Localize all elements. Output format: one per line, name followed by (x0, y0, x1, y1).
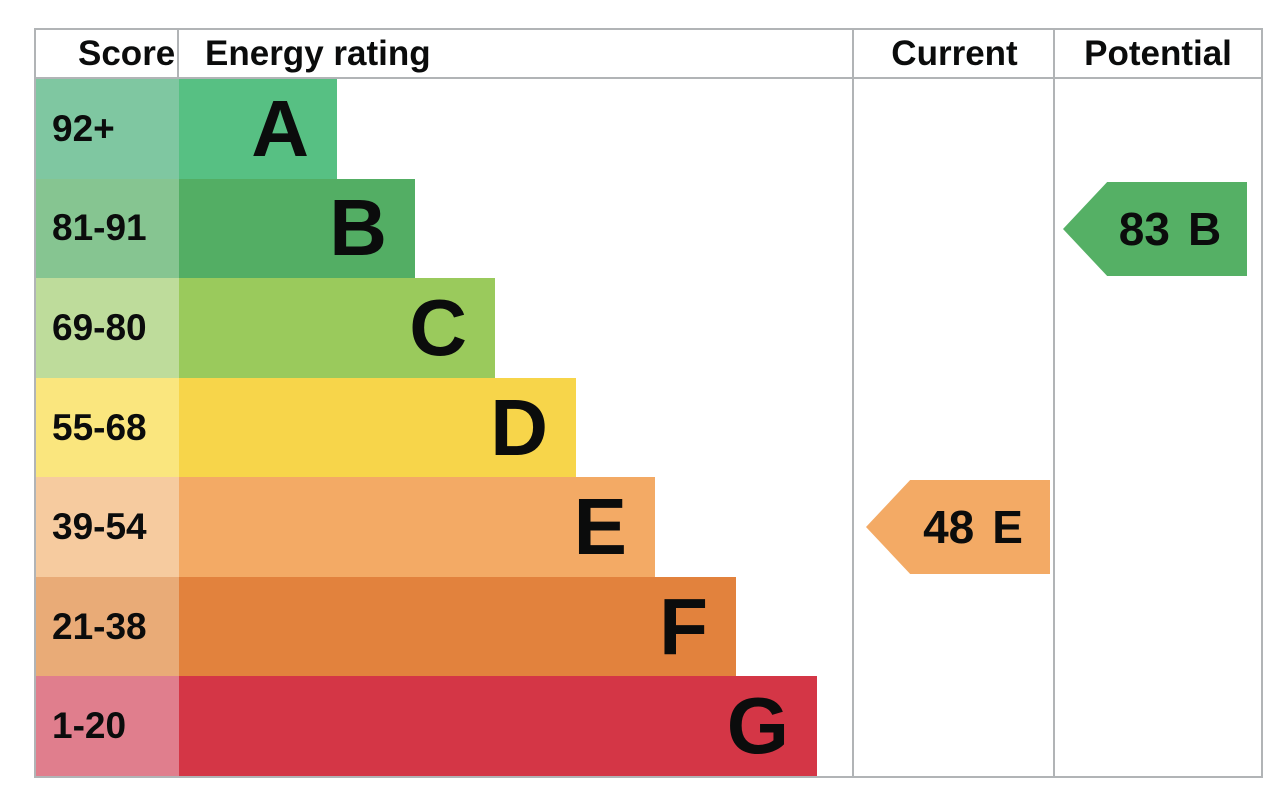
band-letter: B (329, 183, 387, 273)
band-score-label: 21-38 (52, 605, 147, 647)
band-bar: B (179, 178, 415, 279)
band-score-cell: 55-68 (36, 377, 179, 478)
band-score-label: 55-68 (52, 406, 147, 448)
band-letter: A (251, 83, 309, 173)
band-row-g: 1-20 G (36, 676, 1261, 777)
band-letter: E (573, 482, 627, 572)
column-header-score: Score (36, 30, 179, 77)
current-score: 48 (923, 501, 975, 553)
band-letter: C (409, 282, 467, 372)
band-row-a: 92+ A (36, 79, 1261, 179)
band-bar: C (179, 278, 495, 378)
column-divider-potential (1053, 30, 1055, 776)
table-header: Score Energy rating Current Potential (36, 30, 1261, 79)
band-letter: G (726, 681, 789, 771)
band-letter: D (490, 382, 548, 472)
band-row-f: 21-38 F (36, 576, 1261, 677)
band-score-label: 1-20 (52, 705, 127, 747)
potential-score: 83 (1118, 203, 1170, 255)
band-row-d: 55-68 D (36, 377, 1261, 478)
current-band-letter: E (992, 501, 1023, 553)
column-header-potential: Potential (1084, 34, 1232, 73)
band-row-c: 69-80 C (36, 278, 1261, 378)
epc-table: Score Energy rating Current Potential 92… (34, 28, 1263, 778)
band-bar: F (179, 576, 736, 677)
band-score-cell: 21-38 (36, 576, 179, 677)
band-score-cell: 92+ (36, 79, 179, 179)
column-divider-current (852, 30, 854, 776)
band-score-label: 81-91 (52, 207, 147, 249)
band-row-e: 39-54 E (36, 477, 1261, 577)
band-letter: F (659, 581, 708, 671)
band-score-cell: 69-80 (36, 278, 179, 378)
band-bar: A (179, 79, 337, 179)
column-header-current: Current (891, 34, 1018, 73)
band-rows: 92+ A 81-91 B 69-80 C 55-68 D 39-54 E 21… (36, 79, 1261, 777)
band-score-label: 39-54 (52, 506, 147, 548)
column-header-energy-rating: Energy rating (205, 34, 431, 73)
band-score-cell: 81-91 (36, 178, 179, 279)
current-rating-arrow: 48 E (866, 480, 1050, 574)
band-bar: G (179, 676, 817, 777)
band-score-cell: 1-20 (36, 676, 179, 777)
potential-band-letter: B (1187, 203, 1222, 255)
potential-rating-arrow: 83 B (1063, 182, 1247, 276)
band-row-b: 81-91 B (36, 178, 1261, 279)
band-bar: E (179, 477, 655, 577)
band-score-label: 69-80 (52, 306, 147, 348)
band-score-cell: 39-54 (36, 477, 179, 577)
band-score-label: 92+ (52, 107, 115, 149)
band-bar: D (179, 377, 576, 478)
